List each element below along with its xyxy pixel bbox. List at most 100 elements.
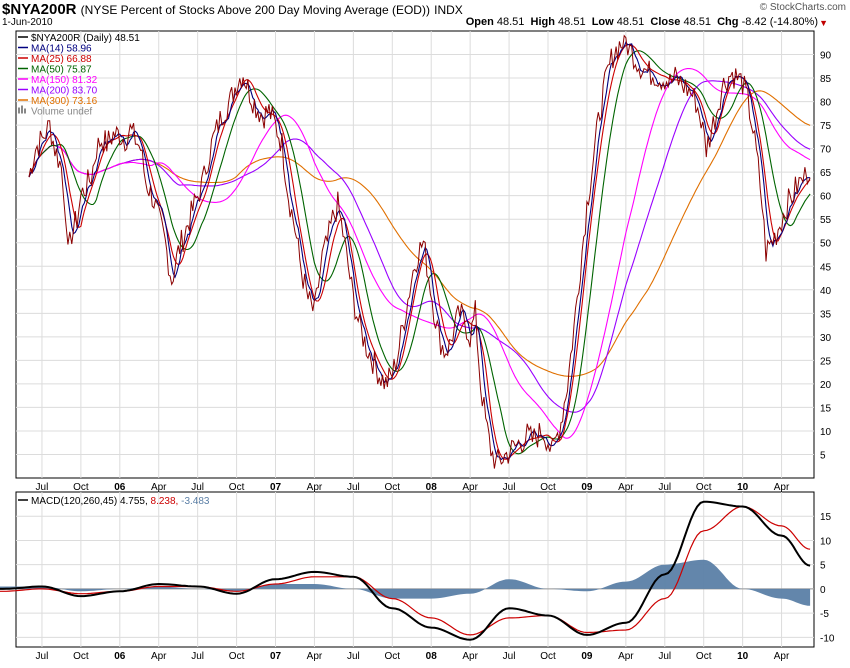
price-x-tick-label: 06	[114, 482, 126, 493]
chg-label: Chg	[717, 16, 739, 28]
price-y-tick-label: 70	[820, 145, 832, 156]
macd-x-tick-label: Oct	[73, 651, 89, 662]
macd-x-tick-label: Jul	[36, 651, 49, 662]
macd-x-tick-label: Jul	[347, 651, 360, 662]
high-value: 48.51	[558, 16, 586, 28]
macd-legend-signal: 8.238,	[151, 496, 182, 507]
price-x-tick-label: Oct	[696, 482, 712, 493]
macd-legend-hist: -3.483	[181, 496, 210, 507]
price-x-tick-label: Jul	[36, 482, 49, 493]
macd-legend: MACD(120,260,45) 4.755, 8.238, -3.483	[18, 496, 210, 507]
macd-legend-title: MACD(120,260,45) 4.755, 8.238, -3.483	[31, 496, 210, 507]
close-value: 48.51	[683, 16, 711, 28]
low-label: Low	[591, 16, 614, 28]
price-x-tick-label: Apr	[462, 482, 478, 493]
price-y-tick-label: 45	[820, 262, 832, 273]
open-value: 48.51	[496, 16, 525, 28]
chart-title: $NYA200R (NYSE Percent of Stocks Above 2…	[2, 1, 463, 18]
high-label: High	[530, 16, 555, 28]
macd-x-tick-label: Oct	[696, 651, 712, 662]
down-arrow-icon: ▼	[819, 18, 828, 28]
volume-bar-icon	[18, 107, 20, 114]
close-label: Close	[650, 16, 681, 28]
price-y-tick-label: 35	[820, 309, 832, 320]
legend-ma25-label: MA(25) 66.88	[31, 54, 92, 65]
chart-date: 1-Jun-2010	[2, 17, 53, 28]
macd-x-tick-label: Apr	[307, 651, 323, 662]
price-y-tick-label: 20	[820, 380, 832, 391]
price-y-tick-label: 65	[820, 168, 832, 179]
macd-x-tick-label: 10	[737, 651, 749, 662]
macd-y-tick-label: -10	[820, 633, 835, 644]
macd-legend-value: 4.755,	[120, 496, 151, 507]
legend-ma300-label: MA(300) 73.16	[31, 96, 98, 107]
macd-y-tick-label: 10	[820, 536, 832, 547]
price-x-tick-label: Apr	[618, 482, 634, 493]
ma-300-line	[28, 90, 811, 377]
price-y-tick-label: 50	[820, 239, 832, 250]
price-x-tick-label: Jul	[347, 482, 360, 493]
macd-y-tick-label: 15	[820, 512, 832, 523]
macd-x-tick-label: 08	[426, 651, 438, 662]
volume-bar-icon	[24, 108, 26, 114]
legend-ma150-label: MA(150) 81.32	[31, 75, 98, 86]
ohlc-readout: Open 48.51 High 48.51 Low 48.51 Close 48…	[466, 16, 818, 28]
price-y-tick-label: 80	[820, 98, 832, 109]
price-x-tick-label: Jul	[658, 482, 671, 493]
price-x-tick-label: 08	[426, 482, 438, 493]
volume-bar-icon	[21, 105, 23, 114]
price-panel: 5 10 15 20 25 30 35 40 45 50 55 60 65 70 75 80 85 90 Jul Oc…	[15, 30, 832, 493]
price-x-tick-label: Apr	[151, 482, 167, 493]
legend-close-label: $NYA200R (Daily) 48.51	[31, 33, 140, 44]
macd-y-tick-label: -5	[820, 609, 829, 620]
macd-line	[0, 500, 811, 641]
price-x-tick-label: Jul	[191, 482, 204, 493]
macd-x-tick-label: Apr	[151, 651, 167, 662]
price-x-tick-label: 10	[737, 482, 749, 493]
price-x-tick-label: Apr	[774, 482, 790, 493]
macd-x-tick-label: Oct	[229, 651, 245, 662]
macd-x-tick-label: Apr	[462, 651, 478, 662]
price-x-tick-label: Oct	[73, 482, 89, 493]
macd-x-tick-label: Jul	[191, 651, 204, 662]
legend-ma50-label: MA(50) 75.87	[31, 65, 92, 76]
legend-volume-label: Volume undef	[31, 107, 92, 118]
price-frame	[15, 30, 815, 479]
price-x-tick-label: 07	[270, 482, 282, 493]
macd-x-tick-label: Oct	[540, 651, 556, 662]
legend-ma14-label: MA(14) 58.96	[31, 44, 92, 55]
ma-200-line	[28, 80, 811, 413]
macd-y-tick-label: 0	[820, 585, 826, 596]
price-y-tick-label: 55	[820, 215, 832, 226]
low-value: 48.51	[616, 16, 645, 28]
ma-14-line	[28, 41, 811, 461]
price-y-tick-label: 30	[820, 333, 832, 344]
macd-x-tick-label: 07	[270, 651, 282, 662]
symbol-label: $NYA200R	[2, 1, 77, 18]
price-y-tick-label: 75	[820, 121, 832, 132]
brand-watermark: © StockCharts.com	[759, 2, 846, 13]
price-x-tick-label: Oct	[229, 482, 245, 493]
macd-x-tick-label: Jul	[658, 651, 671, 662]
ma-150-line	[28, 68, 811, 439]
macd-x-tick-label: Oct	[385, 651, 401, 662]
price-x-tick-label: Jul	[503, 482, 516, 493]
symbol-name: (NYSE Percent of Stocks Above 200 Day Mo…	[80, 3, 430, 17]
price-y-tick-label: 60	[820, 192, 832, 203]
macd-x-tick-label: Jul	[503, 651, 516, 662]
price-y-tick-label: 85	[820, 74, 832, 85]
macd-y-tick-label: 5	[820, 561, 826, 572]
macd-x-tick-label: 09	[581, 651, 593, 662]
open-label: Open	[465, 16, 494, 28]
macd-x-tick-label: Apr	[774, 651, 790, 662]
price-y-tick-label: 40	[820, 286, 832, 297]
price-x-tick-label: Oct	[385, 482, 401, 493]
price-y-tick-label: 25	[820, 356, 832, 367]
chart-header: $NYA200R (NYSE Percent of Stocks Above 2…	[0, 0, 850, 30]
price-x-tick-label: Oct	[540, 482, 556, 493]
exchange-label: INDX	[434, 3, 463, 17]
price-series-line	[28, 34, 811, 469]
macd-x-tick-label: Apr	[618, 651, 634, 662]
